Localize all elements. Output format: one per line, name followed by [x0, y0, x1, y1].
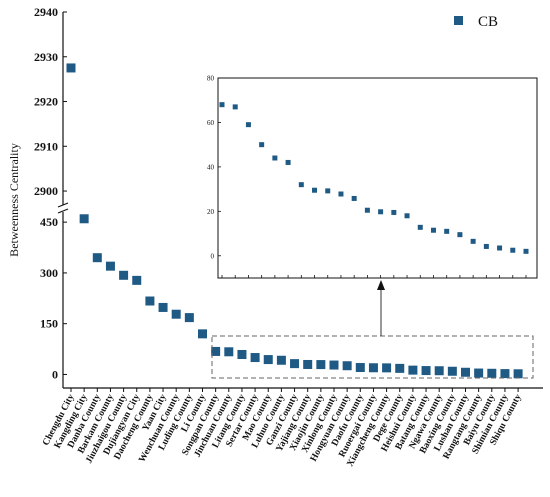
- data-point: [329, 360, 339, 370]
- data-point: [395, 363, 405, 373]
- inset-data-point: [470, 238, 476, 244]
- inset-data-point: [364, 207, 370, 213]
- data-point: [355, 363, 365, 373]
- inset-tick-label: 40: [207, 163, 215, 171]
- lower-tick-label: 150: [40, 317, 58, 331]
- inset-data-point: [232, 104, 238, 110]
- inset-data-point: [285, 159, 291, 165]
- data-point: [66, 63, 76, 73]
- data-point: [119, 270, 129, 280]
- data-point: [198, 329, 207, 339]
- inset-data-point: [245, 122, 251, 128]
- data-point: [92, 253, 102, 263]
- data-points: [66, 63, 523, 379]
- data-point: [105, 261, 115, 271]
- data-point: [382, 363, 392, 373]
- inset-data-point: [404, 213, 410, 219]
- inset-tick-label: 60: [207, 119, 215, 127]
- inset-data-point: [497, 245, 503, 251]
- data-point: [250, 353, 260, 363]
- data-point: [237, 349, 247, 359]
- legend: CB: [454, 14, 498, 30]
- axis-break-mark-bottom: [57, 208, 69, 214]
- data-point: [184, 313, 194, 323]
- data-point: [290, 359, 300, 369]
- y-axis-label: Betweenness Centrality: [7, 143, 21, 257]
- data-point: [145, 296, 155, 306]
- lower-tick-label: 300: [40, 266, 58, 280]
- axis-break-mark-top: [57, 202, 69, 208]
- inset-data-point: [444, 228, 450, 234]
- inset-data-point: [483, 243, 489, 249]
- inset-data-point: [378, 209, 384, 215]
- lower-y-ticks: 0 150 300 450: [40, 215, 67, 381]
- data-point: [434, 366, 444, 376]
- data-point: [224, 347, 234, 357]
- data-point: [303, 359, 313, 369]
- inset-data-point: [430, 227, 436, 233]
- x-ticks: [70, 388, 519, 392]
- inset-data-point: [351, 195, 357, 201]
- data-point: [132, 275, 142, 285]
- data-point: [487, 368, 497, 378]
- upper-tick-label: 2930: [34, 50, 58, 64]
- legend-marker: [454, 16, 463, 25]
- inset-plot: 0 20 40 60 80: [207, 75, 538, 279]
- data-point: [316, 360, 326, 370]
- inset-tick-label: 0: [211, 252, 215, 260]
- data-point: [421, 366, 431, 376]
- inset-data-point: [417, 224, 423, 230]
- inset-data-point: [272, 155, 278, 161]
- inset-data-points: [219, 102, 529, 278]
- inset-y-ticks: 0 20 40 60 80: [207, 75, 221, 260]
- callout-arrow-head: [377, 280, 385, 290]
- data-point: [474, 368, 484, 378]
- upper-tick-label: 2900: [34, 184, 58, 198]
- inset-data-point: [338, 191, 344, 197]
- inset-data-point: [510, 247, 516, 253]
- highlight-box: [211, 335, 534, 379]
- data-point: [513, 369, 523, 379]
- inset-data-point: [259, 142, 265, 148]
- data-point: [461, 367, 470, 377]
- data-point: [79, 214, 89, 224]
- inset-data-point: [457, 232, 463, 238]
- data-point: [342, 361, 352, 371]
- inset-frame: [217, 77, 538, 279]
- data-point: [158, 302, 168, 312]
- inset-data-point: [391, 209, 397, 215]
- data-point: [263, 355, 273, 365]
- inset-tick-label: 20: [207, 208, 215, 216]
- upper-tick-label: 2910: [34, 139, 58, 153]
- inset-data-point: [312, 187, 318, 193]
- data-point: [368, 363, 378, 373]
- inset-data-point: [298, 182, 304, 188]
- data-point: [171, 309, 181, 319]
- upper-tick-label: 2920: [34, 95, 58, 109]
- upper-y-ticks: 2900 2910 2920 2930 2940: [34, 5, 67, 198]
- data-point: [447, 366, 457, 376]
- data-point: [408, 365, 418, 375]
- upper-tick-label: 2940: [34, 5, 58, 19]
- legend-label: CB: [478, 14, 498, 30]
- lower-tick-label: 0: [52, 367, 58, 381]
- data-point: [276, 355, 286, 365]
- data-point: [211, 346, 221, 356]
- inset-data-point: [523, 248, 529, 254]
- lower-tick-label: 450: [40, 215, 58, 229]
- inset-data-point: [219, 102, 225, 108]
- inset-tick-label: 80: [207, 75, 215, 83]
- inset-data-point: [325, 188, 331, 194]
- data-point: [500, 369, 510, 379]
